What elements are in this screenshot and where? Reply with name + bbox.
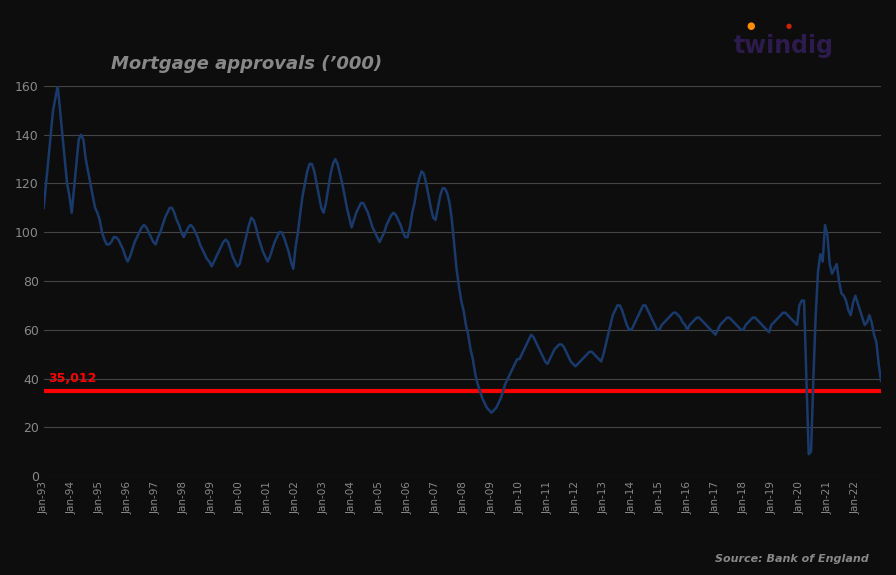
Text: 35,012: 35,012 xyxy=(48,372,97,385)
Text: ●: ● xyxy=(786,23,791,29)
Text: Mortgage approvals (’000): Mortgage approvals (’000) xyxy=(111,55,382,73)
Text: Source: Bank of England: Source: Bank of England xyxy=(715,554,869,564)
Text: ●: ● xyxy=(746,21,755,31)
Text: twindig: twindig xyxy=(733,34,833,58)
